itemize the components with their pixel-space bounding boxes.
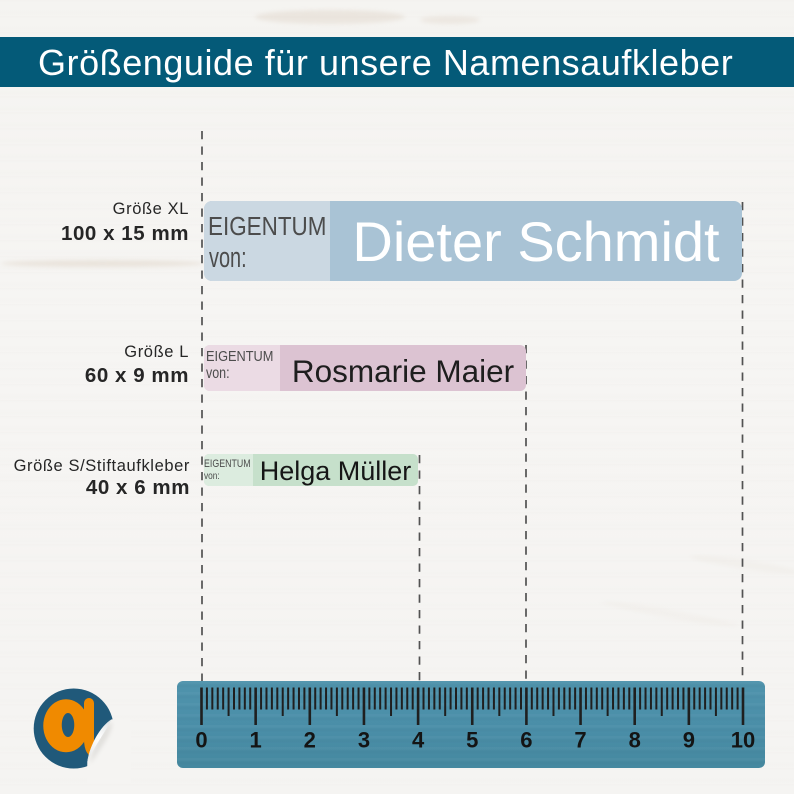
svg-text:4: 4 bbox=[412, 727, 425, 752]
svg-text:1: 1 bbox=[250, 727, 262, 752]
svg-text:0: 0 bbox=[195, 727, 207, 752]
svg-text:3: 3 bbox=[358, 727, 370, 752]
svg-text:9: 9 bbox=[683, 727, 695, 752]
svg-text:6: 6 bbox=[520, 727, 532, 752]
svg-text:7: 7 bbox=[574, 727, 586, 752]
svg-text:2: 2 bbox=[304, 727, 316, 752]
svg-text:8: 8 bbox=[629, 727, 641, 752]
svg-text:5: 5 bbox=[466, 727, 478, 752]
svg-text:10: 10 bbox=[731, 727, 755, 752]
